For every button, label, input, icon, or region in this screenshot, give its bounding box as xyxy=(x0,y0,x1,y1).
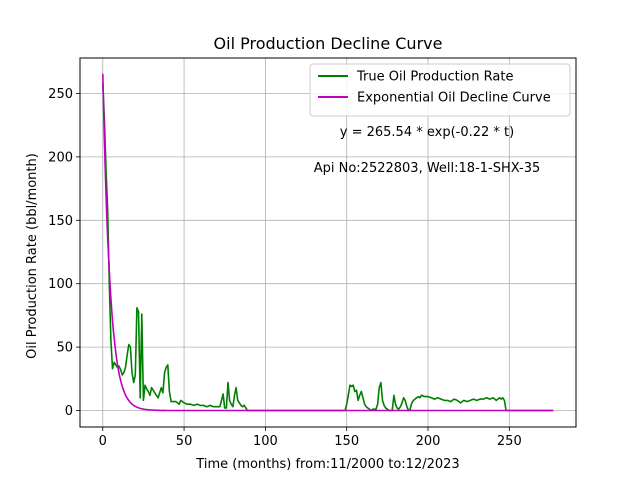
legend-box xyxy=(309,63,571,117)
x-tick-label: 50 xyxy=(176,434,193,449)
y-tick-label: 250 xyxy=(48,87,73,102)
plot-frame xyxy=(79,57,577,428)
legend: True Oil Production Rate Exponential Oil… xyxy=(309,63,571,117)
well-annotation: Api No:2522803, Well:18-1-SHX-35 xyxy=(314,161,541,176)
x-tick-label: 250 xyxy=(497,434,522,449)
equation-annotation: y = 265.54 * exp(-0.22 * t) xyxy=(340,125,514,140)
grid xyxy=(80,58,576,427)
x-tick-label: 150 xyxy=(334,434,359,449)
x-tick-label: 0 xyxy=(99,434,107,449)
chart-title: Oil Production Decline Curve xyxy=(214,34,443,53)
series-layer xyxy=(102,73,554,412)
axis-ticks: 0 50 100 150 200 250 0 50 100 150 200 250 xyxy=(48,87,522,449)
y-tick-label: 100 xyxy=(48,277,73,292)
legend-label-true-rate: True Oil Production Rate xyxy=(356,70,513,85)
x-tick-label: 200 xyxy=(416,434,441,449)
y-tick-label: 0 xyxy=(65,404,73,419)
y-tick-label: 150 xyxy=(48,214,73,229)
x-tick-label: 100 xyxy=(253,434,278,449)
y-tick-label: 50 xyxy=(56,341,73,356)
y-tick-label: 200 xyxy=(48,150,73,165)
x-axis-title: Time (months) from:11/2000 to:12/2023 xyxy=(195,457,459,472)
y-axis-title: Oil Production Rate (bbl/month) xyxy=(25,153,40,359)
legend-label-exponential-curve: Exponential Oil Decline Curve xyxy=(357,91,551,106)
exponential-decline-curve-line xyxy=(102,73,554,412)
